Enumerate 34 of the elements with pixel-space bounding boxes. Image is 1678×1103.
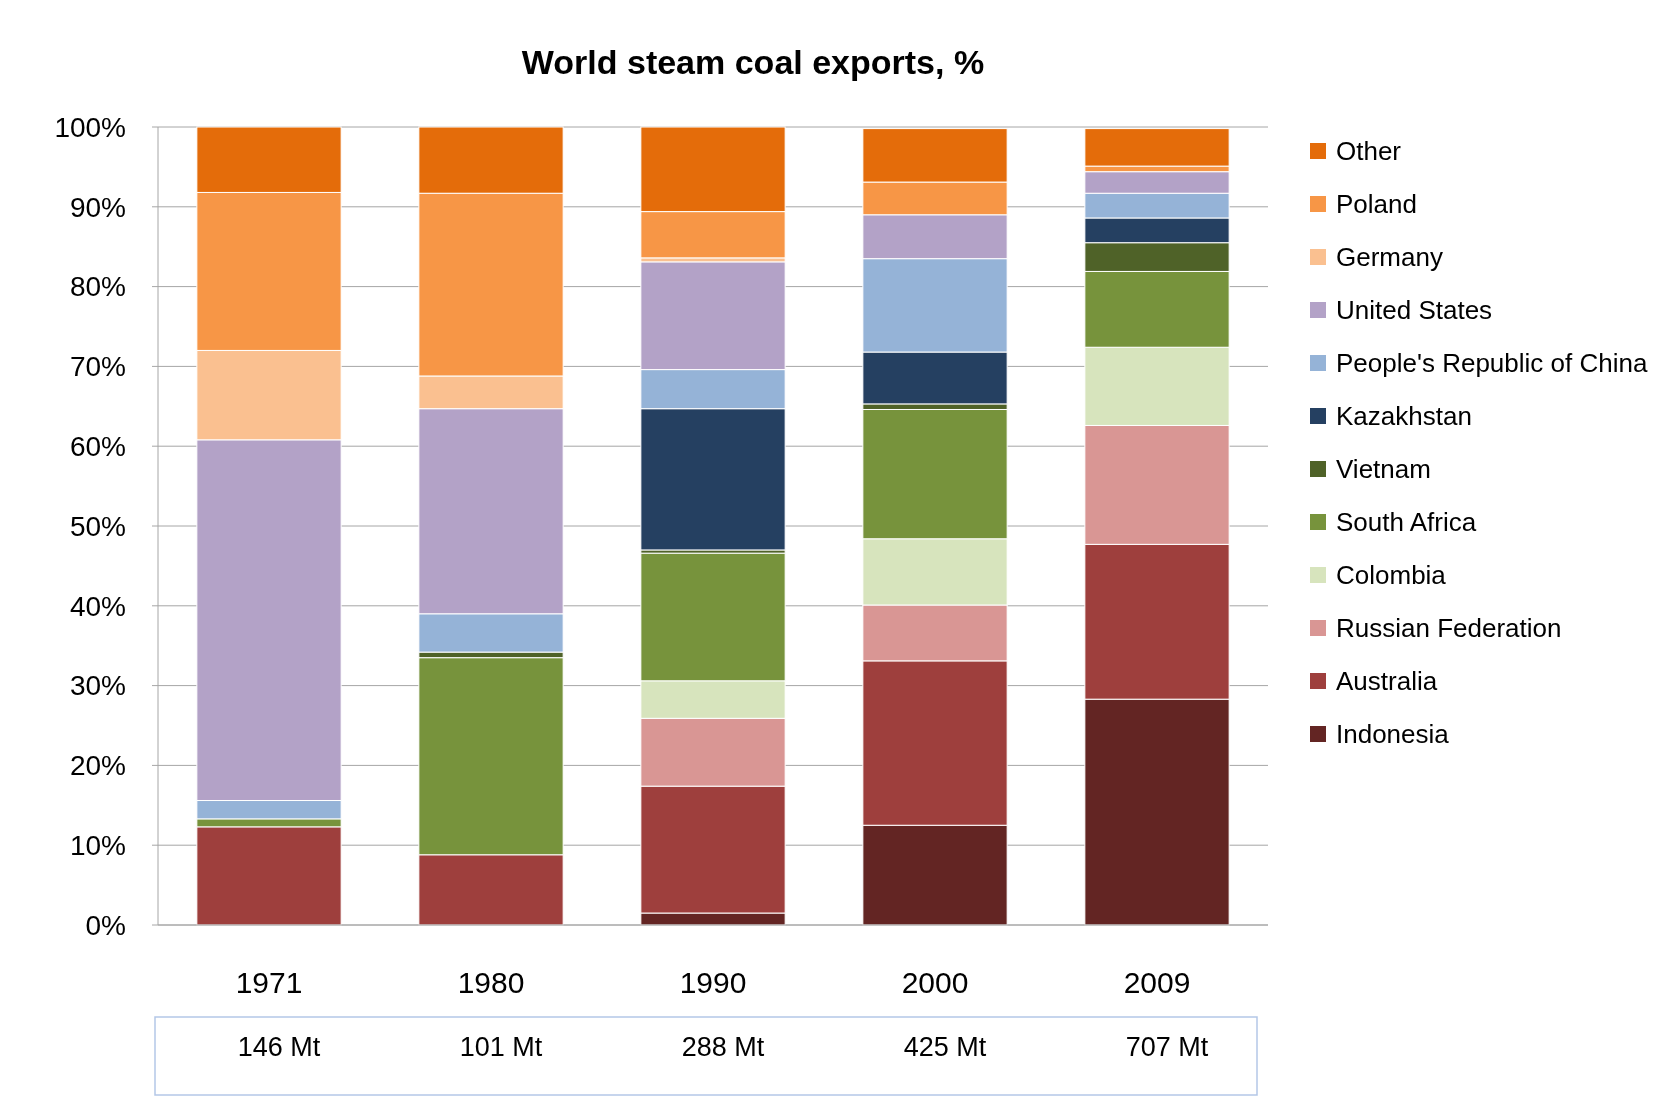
x-tick-label: 1980 (457, 966, 525, 999)
text: 101 Mt (459, 1032, 543, 1062)
legend-label: Germany (1336, 242, 1443, 273)
y-tick-label: 70% (69, 351, 126, 383)
legend-label: Colombia (1336, 560, 1447, 591)
y-tick-label: 80% (69, 271, 126, 303)
chart-title: World steam coal exports, % (521, 43, 985, 81)
legend-label: Russian Federation (1336, 613, 1562, 644)
x-tick-label: 1990 (679, 966, 747, 999)
y-tick-label: 50% (69, 510, 126, 542)
text: 425 Mt (903, 1032, 987, 1062)
legend-label: South Africa (1336, 507, 1477, 538)
y-tick-label: 90% (69, 191, 126, 223)
y-tick-label: 60% (69, 431, 126, 462)
legend-label: People's Republic of China (1336, 348, 1648, 379)
legend-label: Poland (1336, 189, 1417, 220)
y-tick-label: 0% (85, 909, 126, 941)
legend-label: Australia (1336, 666, 1438, 697)
x-tick-label: 2009 (1123, 966, 1191, 999)
text: 146 Mt (237, 1032, 321, 1062)
text: 288 Mt (681, 1032, 765, 1062)
legend-label: Other (1336, 136, 1402, 167)
y-tick-label: 100% (54, 111, 126, 143)
x-tick-label: 2000 (901, 966, 969, 999)
text: 707 Mt (1125, 1032, 1209, 1062)
legend-label: Vietnam (1336, 454, 1431, 485)
legend-label: United States (1336, 295, 1493, 326)
x-tick-label: 1971 (235, 966, 303, 999)
legend-label: Kazakhstan (1336, 401, 1472, 432)
y-tick-label: 10% (69, 830, 126, 861)
y-tick-label: 40% (69, 590, 126, 622)
legend-label: Indonesia (1336, 719, 1450, 750)
y-tick-label: 30% (69, 670, 126, 702)
y-tick-label: 20% (69, 750, 126, 782)
